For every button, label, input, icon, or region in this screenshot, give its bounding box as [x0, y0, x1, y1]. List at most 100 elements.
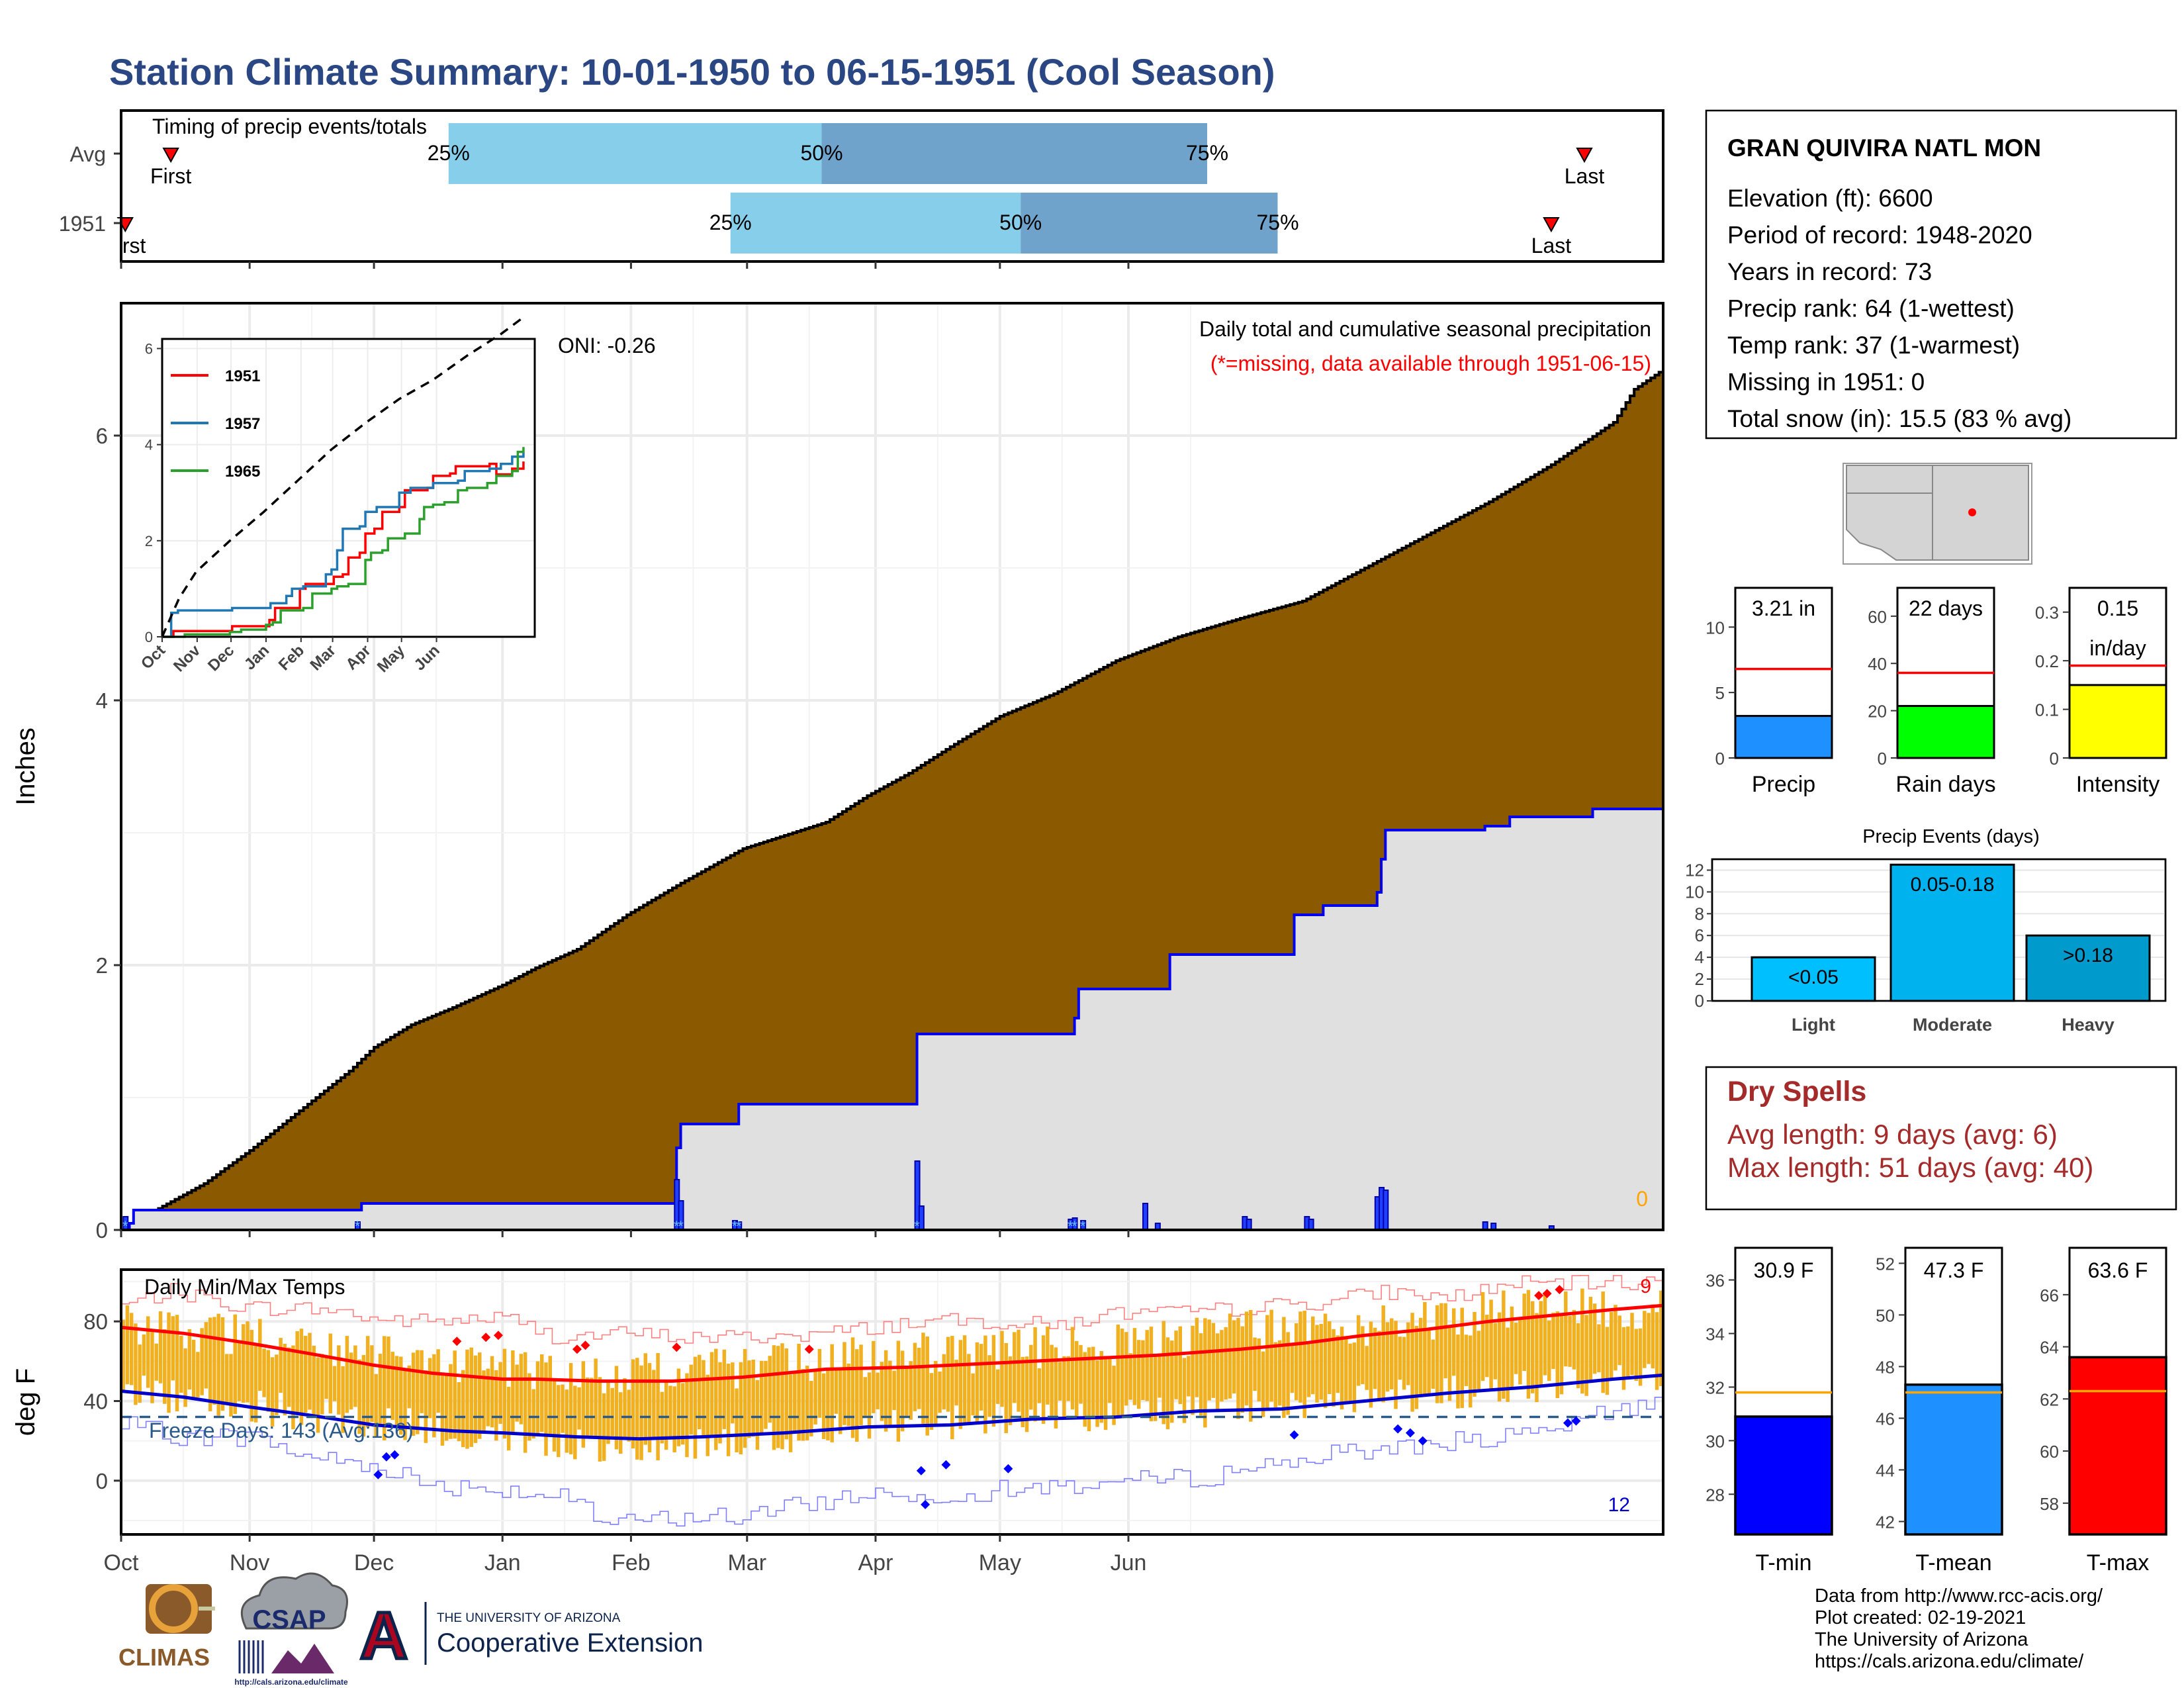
daily-temp-bar	[250, 1330, 254, 1422]
record-low-marker	[373, 1470, 383, 1479]
daily-temp-bar	[1356, 1315, 1361, 1386]
daily-temp-bar	[987, 1355, 991, 1417]
daily-temp-bar	[1584, 1315, 1588, 1396]
cumulative-average-line	[121, 369, 1664, 1231]
daily-temp-bar	[842, 1342, 846, 1425]
daily-temp-bar	[1054, 1347, 1058, 1429]
daily-temp-bar	[647, 1363, 652, 1453]
daily-temp-bar	[548, 1356, 552, 1437]
daily-temp-bar	[494, 1370, 498, 1441]
daily-temp-bar	[1464, 1335, 1469, 1386]
daily-temp-bar	[324, 1356, 328, 1399]
temp-ytick-label: 80	[83, 1309, 108, 1334]
daily-temp-bar	[602, 1393, 606, 1461]
daily-temp-bar	[751, 1359, 755, 1437]
daily-temp-bar	[457, 1382, 461, 1442]
mini-bar-ytick-label: 5	[1715, 683, 1725, 703]
daily-temp-bar	[850, 1337, 855, 1438]
daily-temp-bar	[407, 1365, 412, 1409]
daily-temp-bar	[1311, 1316, 1315, 1395]
events-bar-light	[1751, 956, 1876, 1002]
daily-temp-bar	[884, 1350, 888, 1432]
missing-day-marker: *	[122, 1218, 128, 1235]
first-marker-label: First	[150, 164, 191, 188]
daily-temp-bar	[942, 1354, 946, 1410]
station-line: Precip rank: 64 (1-wettest)	[1727, 295, 2015, 322]
daily-temp-bar	[991, 1335, 996, 1427]
temp-bar-label: T-max	[2087, 1550, 2149, 1575]
daily-temp-bar	[1298, 1311, 1302, 1403]
daily-temp-bar	[416, 1350, 420, 1434]
timing-pct-label: 75%	[1186, 141, 1228, 165]
precip-annotation: Daily total and cumulative seasonal prec…	[1199, 317, 1651, 341]
daily-temp-bar	[1651, 1304, 1655, 1369]
daily-temp-bar	[1066, 1356, 1070, 1401]
daily-temp-bar	[1518, 1318, 1522, 1385]
temp-bar-value-text: 30.9 F	[1754, 1258, 1814, 1282]
daily-temp-bar	[1427, 1329, 1431, 1394]
daily-temp-bar	[892, 1370, 896, 1411]
temp-bar-value	[1734, 1415, 1833, 1536]
daily-temp-bar	[1402, 1336, 1406, 1390]
temp-ytick-label: 40	[83, 1389, 108, 1413]
daily-temp-bar	[242, 1324, 246, 1403]
daily-temp-bar	[171, 1316, 175, 1381]
daily-temp-bar	[1551, 1312, 1555, 1370]
daily-temp-bar	[270, 1357, 275, 1427]
record-high-marker	[580, 1340, 590, 1350]
timing-row-label: 1951	[59, 212, 106, 236]
month-label: Nov	[230, 1550, 269, 1575]
month-label: Apr	[858, 1550, 893, 1575]
daily-temp-bar	[220, 1317, 225, 1411]
daily-temp-bar	[1514, 1323, 1518, 1374]
daily-temp-bar	[946, 1336, 950, 1412]
daily-temp-bar	[995, 1369, 1000, 1404]
daily-temp-bar	[590, 1378, 594, 1439]
record-high-marker	[452, 1336, 462, 1346]
daily-temp-bar	[917, 1348, 921, 1409]
daily-temp-bar	[1187, 1356, 1191, 1397]
daily-temp-bar	[793, 1372, 797, 1434]
coop-extension-text: Cooperative Extension	[437, 1628, 703, 1658]
daily-temp-bar	[1655, 1312, 1659, 1390]
daily-temp-bar	[1485, 1315, 1489, 1378]
daily-temp-bar	[1024, 1356, 1029, 1432]
last-marker	[1543, 217, 1560, 233]
daily-temp-bar	[1597, 1324, 1601, 1372]
daily-temp-bar	[685, 1373, 689, 1458]
daily-temp-bar	[788, 1374, 793, 1452]
daily-temp-bar	[279, 1338, 283, 1393]
daily-temp-bar	[1576, 1323, 1580, 1389]
missing-count: 0	[1636, 1187, 1648, 1211]
inset-series-1965	[162, 447, 525, 638]
state-shapes	[1846, 465, 2029, 561]
daily-temp-bar	[1145, 1330, 1149, 1401]
daily-temp-bar	[224, 1354, 229, 1405]
daily-temp-bar	[1136, 1340, 1141, 1409]
daily-temp-bar	[332, 1366, 337, 1401]
precip-ytick-label: 4	[96, 688, 108, 713]
daily-temp-bar	[569, 1363, 573, 1454]
daily-temp-bar	[614, 1366, 619, 1450]
timing-pct-label: 75%	[1256, 211, 1298, 234]
events-ytick-label: 8	[1695, 904, 1704, 923]
daily-temp-bar	[1249, 1309, 1253, 1422]
daily-temp-bar	[664, 1381, 668, 1450]
daily-temp-bar	[1614, 1305, 1617, 1371]
daily-temp-bar	[1555, 1311, 1560, 1399]
daily-temp-bar	[461, 1370, 465, 1448]
timing-bar-q50-q75	[1021, 193, 1278, 254]
temp-bar-ytick-label: 62	[2040, 1389, 2059, 1409]
daily-temp-bar	[1017, 1329, 1021, 1412]
daily-temp-bar	[1273, 1342, 1278, 1408]
daily-temp-bar	[1493, 1323, 1498, 1380]
daily-temp-bar	[652, 1370, 656, 1438]
inset-legend-label: 1965	[225, 463, 260, 481]
daily-temp-bar	[1439, 1303, 1443, 1403]
daily-temp-bar	[1302, 1311, 1306, 1419]
daily-temp-bar	[1207, 1319, 1211, 1401]
daily-temp-bar	[125, 1305, 130, 1385]
temp-bar-ytick-label: 36	[1706, 1271, 1725, 1291]
ua-logo-icon: A	[360, 1599, 408, 1673]
daily-temp-bar	[1410, 1313, 1414, 1412]
